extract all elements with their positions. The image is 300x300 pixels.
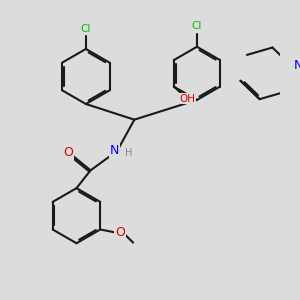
- Text: OH: OH: [179, 94, 195, 103]
- Text: Cl: Cl: [81, 24, 91, 34]
- Text: N: N: [110, 144, 119, 158]
- Text: H: H: [125, 148, 133, 158]
- Text: Cl: Cl: [192, 21, 202, 32]
- Text: O: O: [115, 226, 125, 239]
- Text: O: O: [64, 146, 74, 159]
- Text: N: N: [294, 59, 300, 73]
